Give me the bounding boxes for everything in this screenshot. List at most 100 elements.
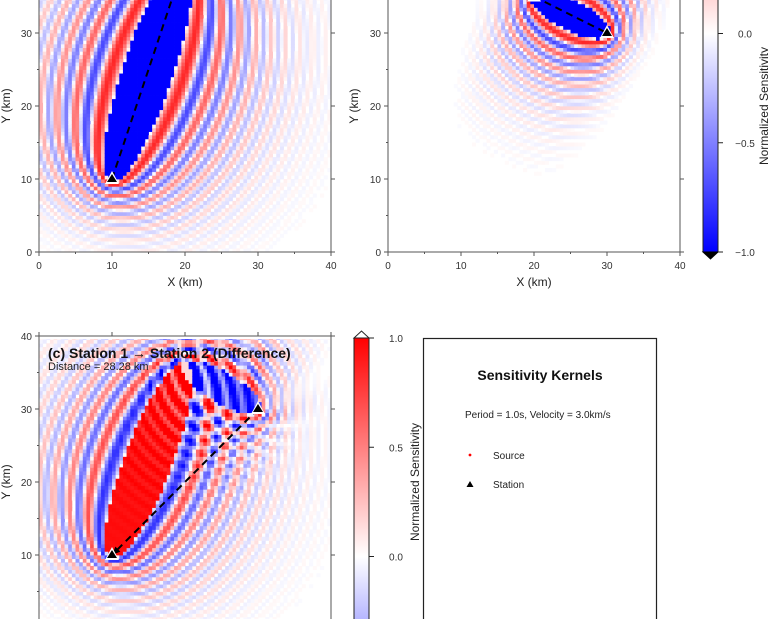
heatmap-cell [112, 241, 117, 246]
heatmap-cell [90, 179, 95, 184]
heatmap-cell [192, 157, 197, 162]
heatmap-cell [75, 84, 80, 89]
heatmap-cell [122, 47, 127, 52]
heatmap-cell [144, 62, 149, 67]
heatmap-cell [174, 160, 179, 165]
heatmap-cell [104, 80, 109, 85]
heatmap-cell [71, 58, 76, 63]
heatmap-cell [185, 149, 190, 154]
heatmap-cell [159, 0, 164, 5]
heatmap-cell [57, 131, 62, 136]
heatmap-cell [79, 182, 84, 187]
heatmap-cell [101, 91, 106, 96]
heatmap-cell [203, 29, 208, 34]
heatmap-cell [97, 40, 102, 45]
heatmap-cell [254, 179, 259, 184]
heatmap-cell [148, 51, 153, 56]
heatmap-cell [101, 131, 106, 136]
heatmap-cell [247, 3, 252, 8]
heatmap-cell [104, 7, 109, 12]
heatmap-cell [221, 18, 226, 23]
heatmap-cell [250, 58, 255, 63]
heatmap-cell [126, 58, 131, 63]
heatmap-cell [265, 113, 270, 118]
heatmap-cell [60, 222, 65, 227]
heatmap-cell [181, 157, 186, 162]
heatmap-cell [46, 106, 51, 111]
heatmap-cell [75, 80, 80, 85]
heatmap-cell [148, 208, 153, 213]
heatmap-cell [228, 62, 233, 67]
heatmap-cell [214, 29, 219, 34]
heatmap-cell [276, 175, 281, 180]
heatmap-cell [60, 113, 65, 118]
heatmap-cell [163, 197, 168, 202]
heatmap-cell [104, 153, 109, 158]
heatmap-cell [141, 62, 146, 67]
heatmap-cell [122, 109, 127, 114]
heatmap-cell [214, 233, 219, 238]
heatmap-cell [195, 160, 200, 165]
heatmap-cell [276, 18, 281, 23]
heatmap-cell [232, 230, 237, 235]
heatmap-cell [188, 211, 193, 216]
heatmap-cell [46, 51, 51, 56]
heatmap-cell [82, 58, 87, 63]
heatmap-cell [126, 149, 131, 154]
heatmap-cell [68, 211, 73, 216]
heatmap-cell [228, 91, 233, 96]
heatmap-cell [112, 120, 117, 125]
heatmap-cell [265, 222, 270, 227]
heatmap-cell [254, 47, 259, 52]
heatmap-cell [104, 54, 109, 59]
heatmap-cell [236, 102, 241, 107]
heatmap-cell [159, 76, 164, 81]
heatmap-cell [93, 3, 98, 8]
heatmap-cell [210, 98, 215, 103]
heatmap-cell [265, 91, 270, 96]
heatmap-cell [75, 157, 80, 162]
heatmap-cell [39, 11, 44, 16]
heatmap-cell [166, 69, 171, 74]
heatmap-cell [166, 0, 171, 5]
heatmap-cell [258, 124, 263, 129]
heatmap-cell [152, 25, 157, 30]
heatmap-cell [159, 175, 164, 180]
heatmap-cell [272, 109, 277, 114]
heatmap-cell [60, 91, 65, 96]
heatmap-cell [254, 14, 259, 19]
heatmap-cell [214, 76, 219, 81]
heatmap-cell [126, 219, 131, 224]
heatmap-cell [79, 215, 84, 220]
heatmap-cell [236, 22, 241, 27]
heatmap-cell [159, 186, 164, 191]
heatmap-cell [86, 14, 91, 19]
heatmap-cell [258, 131, 263, 136]
heatmap-cell [82, 226, 87, 231]
heatmap-cell [53, 200, 58, 205]
heatmap-cell [133, 65, 138, 70]
heatmap-cell [221, 200, 226, 205]
heatmap-cell [130, 189, 135, 194]
heatmap-cell [49, 186, 54, 191]
heatmap-cell [268, 98, 273, 103]
heatmap-cell [152, 230, 157, 235]
heatmap-cell [104, 193, 109, 198]
heatmap-cell [210, 58, 215, 63]
heatmap-cell [268, 87, 273, 92]
heatmap-cell [192, 127, 197, 132]
heatmap-cell [137, 241, 142, 246]
heatmap-cell [53, 80, 58, 85]
heatmap-cell [170, 25, 175, 30]
heatmap-cell [86, 164, 91, 169]
heatmap-cell [49, 193, 54, 198]
heatmap-cell [250, 200, 255, 205]
heatmap-cell [126, 157, 131, 162]
heatmap-cell [177, 22, 182, 27]
heatmap-cell [254, 215, 259, 220]
heatmap-cell [236, 142, 241, 147]
heatmap-cell [232, 149, 237, 154]
heatmap-cell [75, 116, 80, 121]
heatmap-cell [243, 80, 248, 85]
heatmap-cell [174, 91, 179, 96]
